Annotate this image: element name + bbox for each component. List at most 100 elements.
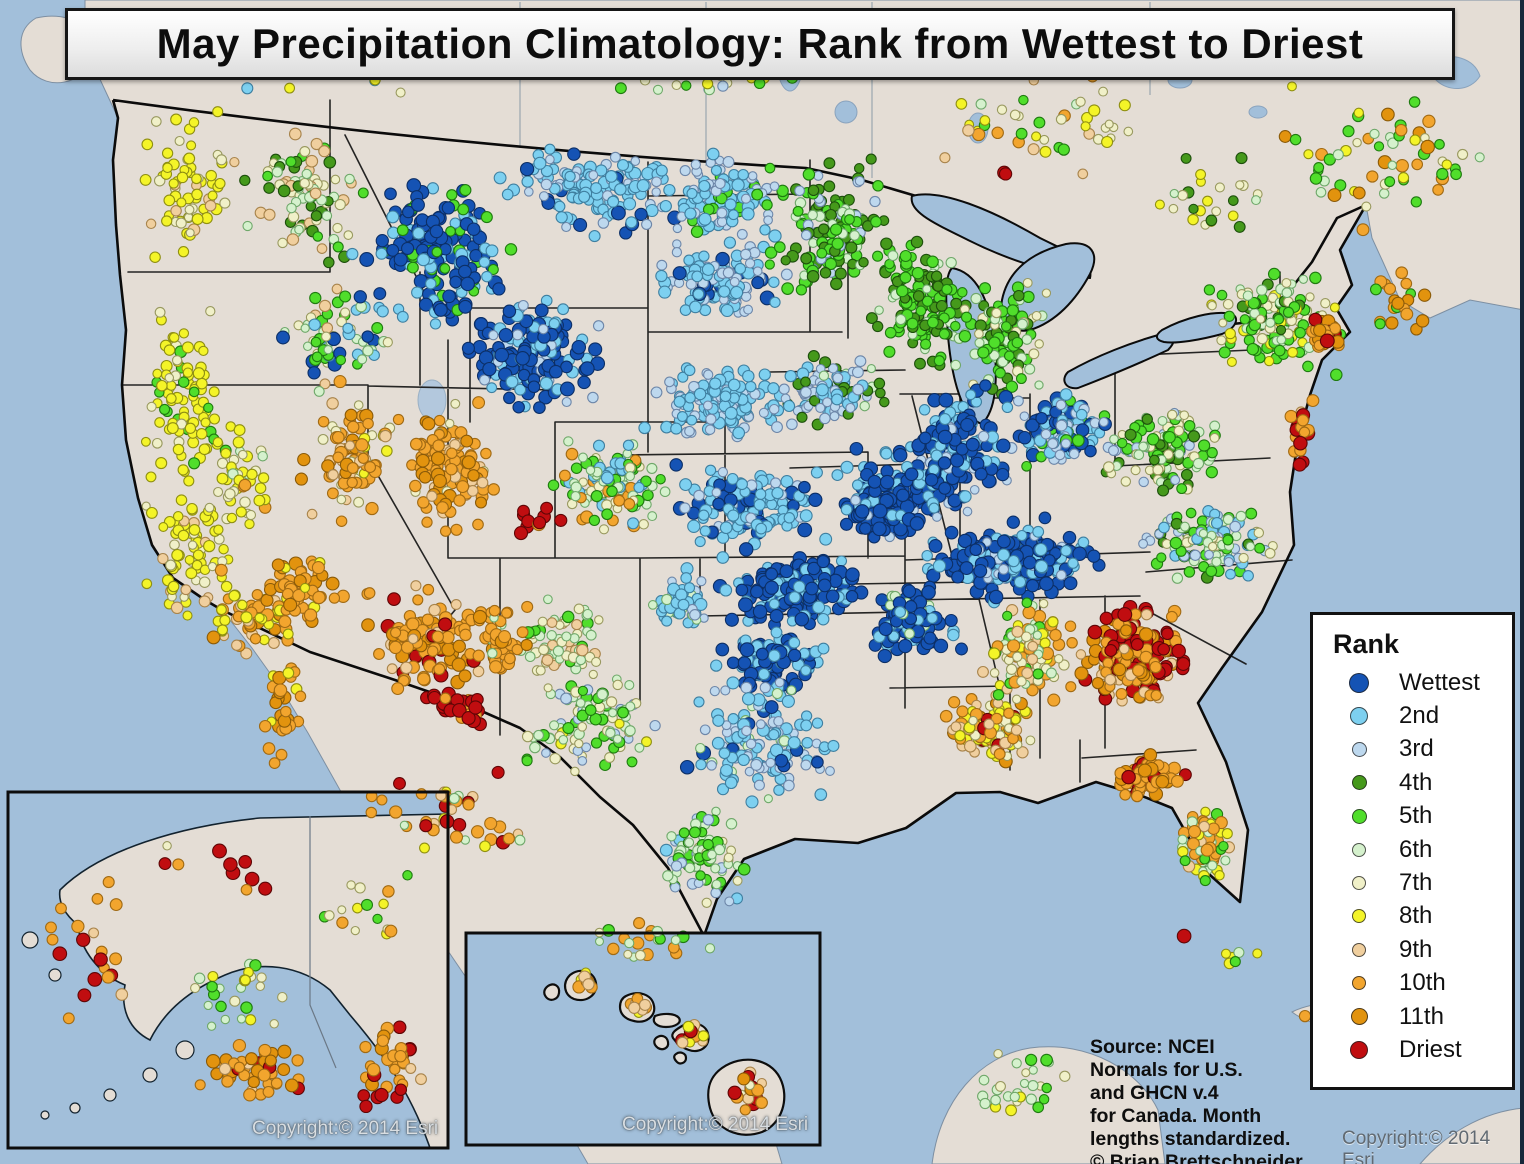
station-dot xyxy=(1319,333,1335,349)
station-dot xyxy=(584,704,597,716)
station-dot xyxy=(294,472,308,486)
station-dot xyxy=(1115,687,1128,700)
station-dot xyxy=(481,270,493,283)
station-dot xyxy=(600,471,614,485)
station-dot xyxy=(794,185,805,197)
station-dot xyxy=(787,648,802,663)
station-dot xyxy=(171,355,183,366)
station-dot xyxy=(433,302,448,317)
station-dot xyxy=(177,464,189,476)
station-dot xyxy=(406,178,422,193)
station-dot xyxy=(740,681,753,694)
station-dot xyxy=(1200,806,1211,817)
station-dot xyxy=(722,155,735,168)
station-dot xyxy=(472,518,484,531)
station-dot xyxy=(1015,373,1027,385)
station-dot xyxy=(458,299,473,314)
station-dot xyxy=(807,184,820,197)
station-dot xyxy=(1032,630,1043,640)
station-dot xyxy=(773,716,784,727)
station-dot xyxy=(939,709,953,723)
station-dot xyxy=(184,204,195,215)
station-dot xyxy=(558,469,571,482)
station-dot xyxy=(627,517,640,530)
station-dot xyxy=(998,563,1010,575)
station-dot xyxy=(323,345,333,355)
station-dot xyxy=(355,438,369,452)
station-dot xyxy=(712,497,725,511)
station-dot xyxy=(1204,549,1214,560)
station-dot xyxy=(158,522,169,532)
station-dot xyxy=(497,630,512,644)
station-dot xyxy=(559,381,575,397)
station-dot xyxy=(429,224,444,239)
station-dot xyxy=(1305,292,1315,302)
station-dot xyxy=(768,403,780,415)
station-dot xyxy=(186,502,198,515)
station-dot xyxy=(831,469,844,482)
station-dot xyxy=(1176,483,1188,495)
station-dot xyxy=(817,578,832,593)
station-dot xyxy=(482,361,497,377)
station-dot xyxy=(655,269,668,283)
station-dot xyxy=(726,656,740,670)
station-dot xyxy=(737,862,751,876)
station-dot xyxy=(887,250,899,262)
station-dot xyxy=(1218,318,1228,328)
station-dot xyxy=(698,509,710,521)
station-dot xyxy=(710,887,722,899)
station-dot xyxy=(307,366,321,380)
station-dot xyxy=(947,628,960,642)
station-dot xyxy=(663,183,676,197)
station-dot xyxy=(145,218,157,230)
station-dot xyxy=(521,600,534,613)
station-dot xyxy=(214,563,228,577)
station-dot xyxy=(1041,288,1052,298)
station-dot xyxy=(277,184,291,198)
station-dot xyxy=(683,364,696,377)
station-dot xyxy=(802,168,816,181)
station-dot xyxy=(545,154,555,165)
station-dot xyxy=(761,199,773,211)
station-dot xyxy=(699,525,711,537)
station-dot xyxy=(216,604,227,616)
station-dot xyxy=(1055,399,1067,411)
station-dot xyxy=(401,241,415,255)
station-dot xyxy=(1130,789,1144,803)
station-dot xyxy=(768,728,780,741)
station-dot xyxy=(914,357,926,370)
station-dot xyxy=(172,443,185,456)
station-dot xyxy=(487,648,498,659)
station-dot xyxy=(720,685,731,696)
station-dot xyxy=(220,447,232,459)
station-dot xyxy=(257,450,268,462)
station-dot xyxy=(730,285,744,300)
station-dot xyxy=(592,439,606,452)
station-dot xyxy=(1065,681,1077,693)
station-dot xyxy=(172,511,184,522)
station-dot xyxy=(670,860,683,872)
station-dot xyxy=(827,739,840,752)
station-dot xyxy=(323,155,337,169)
station-dot xyxy=(317,415,330,428)
station-dot xyxy=(529,741,541,754)
station-dot xyxy=(319,378,331,390)
station-dot xyxy=(391,682,405,696)
station-dot xyxy=(1034,380,1044,390)
station-dot xyxy=(1216,289,1228,301)
station-dot xyxy=(1032,525,1045,538)
station-dot xyxy=(819,267,832,279)
station-dot xyxy=(630,156,641,166)
station-dot xyxy=(185,567,198,580)
station-dot xyxy=(456,480,470,494)
station-dot xyxy=(624,680,635,691)
station-dot xyxy=(1161,627,1174,641)
station-dot xyxy=(1047,693,1061,707)
station-dot xyxy=(684,207,697,220)
station-dot xyxy=(706,147,720,161)
station-dot xyxy=(240,647,253,660)
station-dot xyxy=(1273,344,1286,357)
station-dot xyxy=(638,421,651,435)
station-dot xyxy=(996,534,1011,549)
station-dots xyxy=(139,22,1485,1117)
